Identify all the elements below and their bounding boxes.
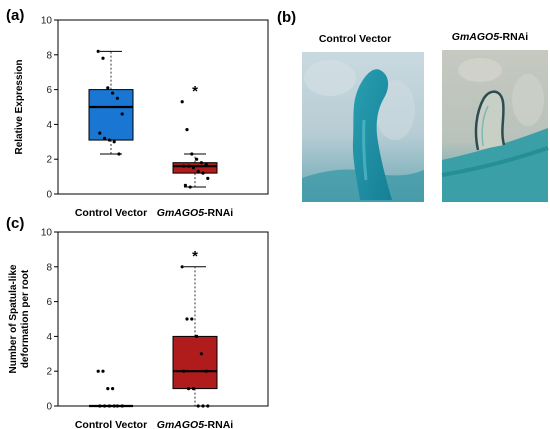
data-point [112,404,116,408]
x-category-label: Control Vector [75,419,147,429]
x-category-italic: GmAGO5 [157,419,204,429]
significance-marker: * [192,83,198,100]
data-point [201,404,205,408]
x-category-italic: GmAGO5 [157,207,204,219]
photo-title-rnai: GmAGO5-RNAi [452,31,529,43]
data-point [112,140,116,144]
data-point [96,49,100,53]
data-point [190,317,194,321]
data-point [199,161,203,165]
data-point [103,404,107,408]
y-axis-label-line: Number of Spatula-like [8,264,19,373]
data-point [195,157,199,161]
photo-control-vector [302,52,424,202]
x-category-suffix: -RNAi [204,207,233,219]
data-point [206,176,210,180]
plot-frame [57,19,269,195]
data-point [98,404,102,408]
box-iqr [172,162,218,174]
data-point [107,404,111,408]
y-tick-label: 6 [46,297,52,308]
y-tick-label: 4 [46,332,52,343]
data-point [185,317,189,321]
x-category-suffix: -RNAi [204,419,233,429]
data-point [115,404,119,408]
data-point [180,100,184,104]
y-tick-label: 4 [46,120,52,131]
data-point [98,131,102,135]
box-iqr [172,335,218,390]
data-point [187,164,191,168]
data-point [96,369,100,373]
chart-relative-expression: 0 2 4 6 8 10 Relative Expression Control Vector… [14,16,269,219]
data-point [103,136,107,140]
data-point [199,352,203,356]
data-point [101,56,105,60]
y-tick-label: 10 [41,228,53,239]
x-category-label: GmAGO5-RNAi [157,419,234,429]
y-tick-label: 10 [41,16,53,27]
y-tick-label: 8 [46,50,52,61]
data-point [204,369,208,373]
x-category-suffix: Control Vector [75,419,147,429]
data-point [201,171,205,175]
data-point [204,162,208,167]
x-category-label: GmAGO5-RNAi [157,207,234,219]
chart-spatula-deformation: 0 2 4 6 8 10 Number of Spatula-like deformation… [8,228,269,429]
data-point [106,387,110,391]
data-point [196,169,200,173]
data-point [183,183,187,187]
y-axis-label-line: deformation per root [20,269,31,368]
data-point [101,369,105,373]
data-point [111,387,115,391]
data-point [180,265,184,269]
data-point [190,152,194,156]
data-point [187,387,191,391]
photo-gmago5-rnai [441,50,549,202]
data-point [196,404,200,408]
y-tick-label: 2 [46,367,52,378]
photo-panel: Control Vector GmAGO5-RNAi [302,31,549,202]
y-tick-label: 0 [46,190,52,201]
data-point [182,164,186,168]
data-point [120,404,124,408]
data-point [111,91,115,95]
data-point [185,128,189,132]
data-point [206,404,210,408]
data-point [191,166,195,170]
data-point [106,86,110,90]
photo-title-control: Control Vector [319,33,391,45]
data-point [115,96,119,100]
panel-label-a: (a) [6,7,24,24]
x-category-label: Control Vector [75,207,147,219]
x-category-suffix: Control Vector [75,207,147,219]
panel-label-c: (c) [6,215,24,232]
data-point [195,334,199,338]
data-point [188,185,192,189]
y-tick-label: 0 [46,402,52,413]
data-point [120,112,124,116]
data-point [182,369,186,373]
y-axis-label: Relative Expression [14,59,25,154]
panel-label-b: (b) [277,9,296,26]
box-iqr [88,89,134,141]
data-point [191,387,195,391]
data-point [117,152,121,156]
y-tick-label: 2 [46,155,52,166]
significance-marker: * [192,248,198,265]
y-tick-label: 8 [46,262,52,273]
y-tick-label: 6 [46,85,52,96]
plot-frame [57,231,269,407]
data-point [107,138,111,142]
